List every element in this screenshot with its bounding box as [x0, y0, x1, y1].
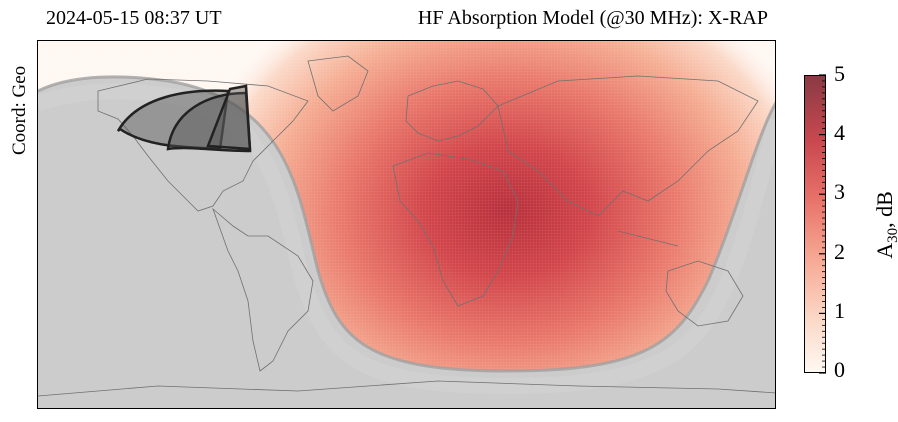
colorbar-tick-label: 5 [834, 61, 845, 86]
coord-system-label: Coord: Geo [9, 65, 30, 155]
colorbar-tick-label: 3 [834, 179, 845, 204]
colorbar-label: A30, dB [871, 191, 898, 259]
timestamp-label: 2024-05-15 08:37 UT [46, 7, 222, 29]
colorbar [804, 75, 826, 373]
colorbar-tick-label: 0 [834, 357, 845, 382]
radar-fov-group [116, 84, 252, 153]
radar-fov-east [206, 84, 252, 151]
colorbar-tick-label: 4 [834, 120, 845, 145]
map-canvas [38, 41, 775, 408]
colorbar-tick-label: 2 [834, 239, 845, 264]
radar-fov-west [116, 89, 230, 151]
absorption-map [37, 40, 776, 409]
colorbar-tick-label: 1 [834, 298, 845, 323]
plot-title: HF Absorption Model (@30 MHz): X-RAP [417, 7, 768, 29]
terminator-line [38, 75, 775, 373]
